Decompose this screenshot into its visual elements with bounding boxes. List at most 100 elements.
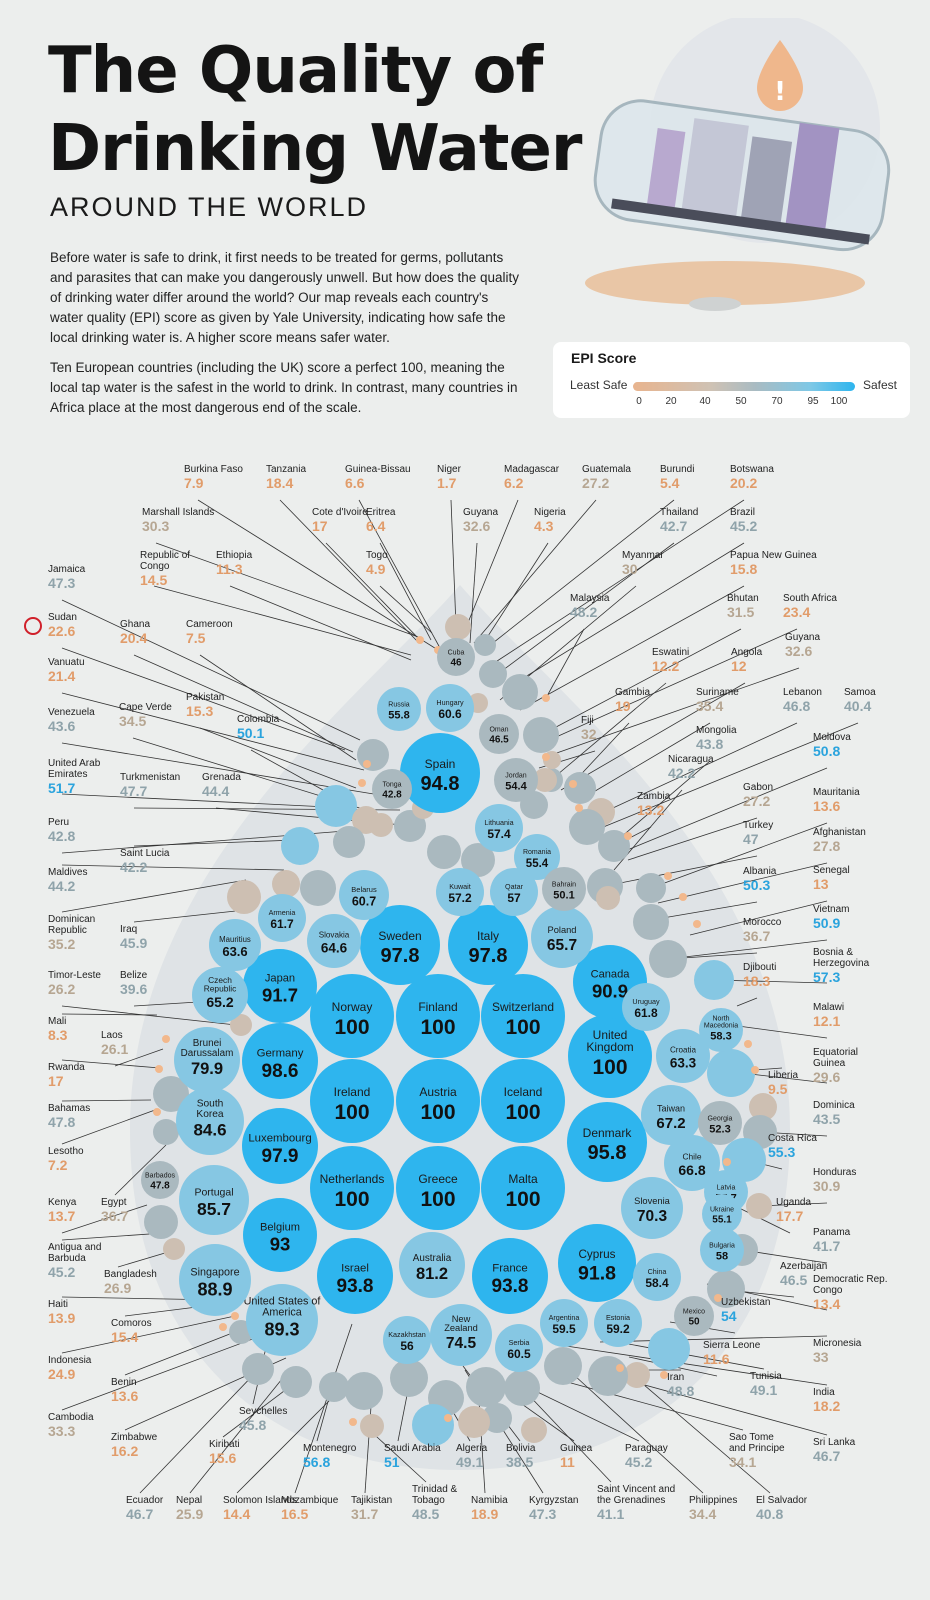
callout-value: 46.7	[813, 1448, 840, 1464]
bubble-label: Portugal	[194, 1187, 233, 1199]
callout-value: 1.7	[437, 475, 457, 491]
callout-name: Mauritania	[813, 787, 860, 798]
bubble-greece: Greece 100	[396, 1146, 480, 1230]
callout-name: Bolivia	[506, 1443, 536, 1454]
bubble-value: 84.6	[193, 1120, 226, 1139]
filler-bubbles	[144, 614, 777, 1446]
callout-value: 25.9	[176, 1506, 203, 1522]
callout-name: Herzegovina	[813, 958, 870, 969]
leader-line	[133, 839, 297, 847]
callout-value: 11.3	[216, 561, 243, 577]
bubble-label: United States of	[244, 1296, 322, 1308]
callout-name: Cameroon	[186, 619, 233, 630]
leader-line	[114, 1048, 164, 1067]
callout-value: 41.1	[597, 1506, 624, 1522]
filler-bubble	[369, 813, 393, 837]
callout-name: Sudan	[48, 612, 77, 623]
bubble-label: Slovenia	[634, 1196, 670, 1206]
callout-name: Kyrgyzstan	[529, 1495, 578, 1506]
small-country-dot	[744, 1040, 752, 1048]
callout-value: 12.2	[652, 658, 679, 674]
callout-value: 9.5	[768, 1081, 788, 1097]
callout-name: Emirates	[48, 769, 87, 780]
leader-line	[667, 939, 828, 960]
leader-line	[473, 499, 597, 644]
legend-least-safe: Least Safe	[570, 378, 628, 392]
bubble-value: 100	[420, 1188, 455, 1211]
callout-value: 31.5	[727, 604, 754, 620]
bubble-circle	[396, 1059, 480, 1143]
leader-line	[294, 1323, 353, 1494]
callout-name: Kiribati	[209, 1439, 240, 1450]
bubble-label: Ireland	[334, 1085, 371, 1099]
bubble-value: 59.5	[552, 1322, 576, 1336]
bubble-label: Belarus	[351, 885, 377, 894]
bubble-label: Tonga	[382, 782, 401, 789]
callout-value: 36.7	[743, 928, 770, 944]
filler-bubble	[544, 1347, 582, 1385]
callout-name: Montenegro	[303, 1443, 357, 1454]
callout-name: Venezuela	[48, 707, 95, 718]
callout-name: South Africa	[783, 593, 837, 604]
filler-bubble	[163, 1238, 185, 1260]
leader-line	[573, 1374, 704, 1494]
bubble-circle	[383, 1316, 431, 1364]
callout-name: Moldova	[813, 732, 851, 743]
callout-value: 4.3	[534, 518, 554, 534]
callout-value: 50.1	[237, 725, 264, 741]
bubble-label: Australia	[413, 1253, 452, 1264]
bubble-circle	[141, 1161, 179, 1199]
leader-line	[494, 542, 675, 677]
bubble-value: 81.2	[416, 1265, 448, 1283]
leader-line	[61, 1059, 161, 1069]
leader-line	[550, 667, 800, 756]
bubble-circle	[310, 1059, 394, 1143]
callout-name: Tunisia	[750, 1371, 782, 1382]
callout-name: Vanuatu	[48, 657, 85, 668]
bubble-circle	[339, 870, 389, 920]
callout-value: 48.5	[412, 1506, 439, 1522]
callout-value: 30.9	[813, 1178, 840, 1194]
legend-tick: 95	[807, 396, 819, 407]
filler-bubble	[533, 768, 557, 792]
callout-value: 22.6	[48, 623, 75, 639]
callout-name: Djibouti	[743, 962, 776, 973]
filler-bubble	[230, 1014, 252, 1036]
bubble-label: Austria	[419, 1085, 457, 1099]
callout-value: 35.4	[696, 698, 723, 714]
callout-value: 20.4	[120, 630, 147, 646]
intro-paragraph-2: Ten European countries (including the UK…	[50, 360, 518, 415]
bubble-label: Brunei	[193, 1038, 222, 1049]
bubble-label: Kuwait	[449, 882, 471, 891]
bubble-value: 55.8	[388, 709, 409, 721]
svg-text:!: !	[774, 77, 786, 107]
bubble-label: Armenia	[269, 908, 296, 917]
callout-value: 19	[615, 698, 631, 714]
bubble-value: 100	[505, 1188, 540, 1211]
bubble-denmark: Denmark 95.8	[567, 1102, 647, 1182]
bubble-taiwan: Taiwan 67.2	[641, 1085, 701, 1145]
bubble-circle	[479, 714, 519, 754]
callout-value: 47	[743, 831, 759, 847]
bubble-netherlands: Netherlands 100	[310, 1146, 394, 1230]
callout-value: 4.9	[366, 561, 386, 577]
